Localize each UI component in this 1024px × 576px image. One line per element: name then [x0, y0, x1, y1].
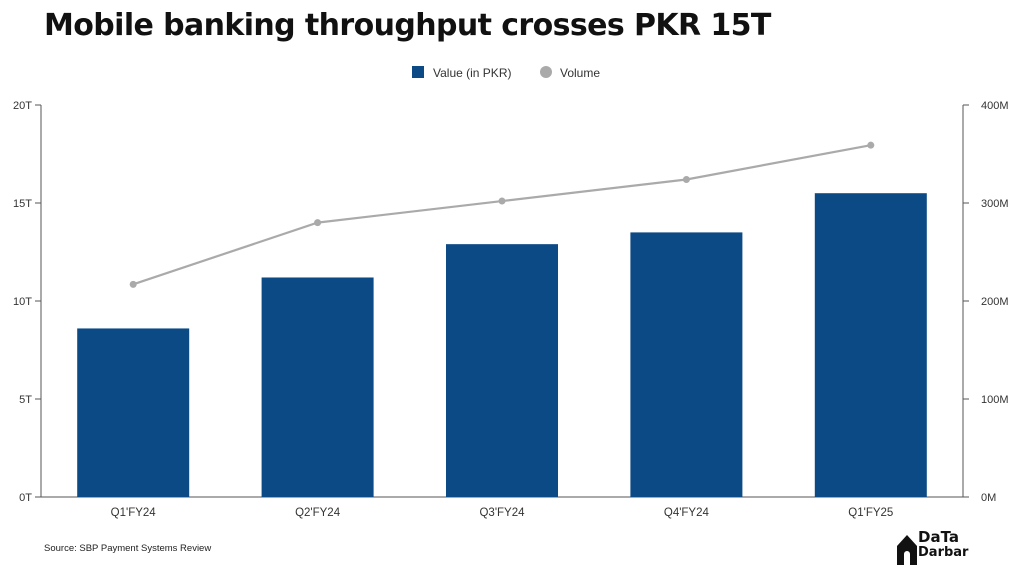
volume-point	[867, 141, 875, 149]
bar	[261, 277, 374, 497]
legend: Value (in PKR) Volume	[412, 66, 600, 80]
volume-point	[682, 175, 690, 183]
bar	[77, 328, 190, 497]
source-note: Source: SBP Payment Systems Review	[44, 543, 212, 554]
y-tick-label-right: 400M	[981, 100, 1009, 112]
bar	[630, 232, 743, 497]
legend-label-volume: Volume	[560, 66, 600, 80]
legend-label-value: Value (in PKR)	[433, 66, 511, 80]
y-tick-label-left: 15T	[13, 198, 32, 210]
legend-line-swatch	[540, 66, 552, 78]
volume-point	[498, 197, 506, 205]
x-tick-label: Q4'FY24	[664, 507, 710, 519]
legend-bar-swatch	[412, 66, 424, 78]
logo-line-2: Darbar	[918, 545, 969, 560]
y-tick-label-left: 10T	[13, 296, 32, 308]
y-tick-label-right: 100M	[981, 394, 1009, 406]
house-icon	[897, 535, 917, 565]
bar	[446, 244, 558, 497]
y-tick-label-right: 200M	[981, 296, 1009, 308]
x-tick-label: Q2'FY24	[295, 507, 341, 519]
volume-point	[314, 219, 322, 227]
chart-title: Mobile banking throughput crosses PKR 15…	[44, 8, 771, 43]
y-tick-label-left: 0T	[19, 492, 32, 504]
y-tick-label-right: 0M	[981, 492, 996, 504]
y-tick-label-right: 300M	[981, 198, 1009, 210]
brand-logo: DaTa Darbar	[896, 530, 986, 566]
logo-line-1: DaTa	[918, 528, 959, 546]
volume-point	[129, 280, 137, 288]
x-tick-label: Q1'FY25	[848, 507, 893, 519]
y-tick-label-left: 20T	[13, 100, 32, 112]
bar	[814, 193, 927, 497]
x-tick-label: Q1'FY24	[111, 507, 157, 519]
y-tick-label-left: 5T	[19, 394, 32, 406]
x-tick-label: Q3'FY24	[479, 507, 525, 519]
